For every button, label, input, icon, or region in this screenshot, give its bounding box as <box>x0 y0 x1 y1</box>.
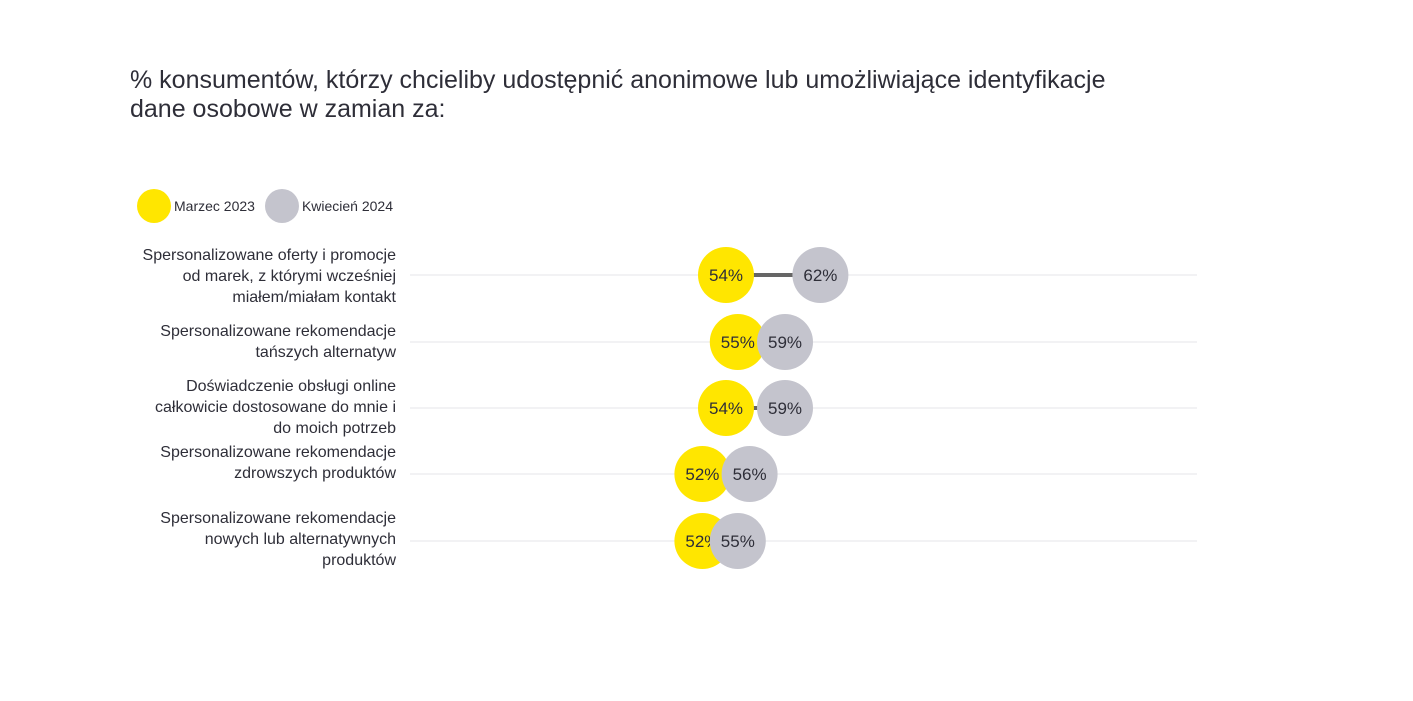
category-label: Spersonalizowane rekomendacje zdrowszych… <box>160 444 396 482</box>
data-label-2023: 54% <box>709 399 743 418</box>
category-label: Spersonalizowane oferty i promocje od ma… <box>142 247 396 306</box>
point-2024 <box>757 314 813 370</box>
point-2024 <box>709 513 766 569</box>
data-label-2024: 55% <box>721 532 755 551</box>
data-label-2024: 59% <box>768 333 802 352</box>
legend: Marzec 2023 Kwiecień 2024 <box>137 188 403 224</box>
point-2023 <box>674 446 731 502</box>
category-label: Spersonalizowane rekomendacje nowych lub… <box>160 510 396 569</box>
legend-item-2023: Marzec 2023 <box>137 189 255 223</box>
legend-swatch-2023 <box>137 189 171 223</box>
chart-title: % konsumentów, którzy chcieliby udostępn… <box>130 66 1106 123</box>
point-2024 <box>721 446 778 502</box>
legend-swatch-2024 <box>264 189 299 223</box>
legend-label-2024: Kwiecień 2024 <box>301 198 393 214</box>
data-label-2024: 62% <box>803 266 837 285</box>
legend-label-2023: Marzec 2023 <box>174 198 255 214</box>
category-label: Spersonalizowane rekomendacje tańszych a… <box>160 323 396 361</box>
point-2023 <box>709 314 766 370</box>
data-label-2023: 52% <box>685 465 719 484</box>
data-label-2024: 59% <box>768 399 802 418</box>
legend-item-2024: Kwiecień 2024 <box>264 189 393 223</box>
point-2024 <box>792 247 849 303</box>
data-label-2023: 55% <box>721 333 755 352</box>
data-label-2023: 54% <box>709 266 743 285</box>
point-2023 <box>698 247 754 303</box>
point-2023 <box>698 380 754 436</box>
data-label-2024: 56% <box>733 465 767 484</box>
category-label: Doświadczenie obsługi online całkowicie … <box>154 378 396 437</box>
point-2024 <box>757 380 813 436</box>
